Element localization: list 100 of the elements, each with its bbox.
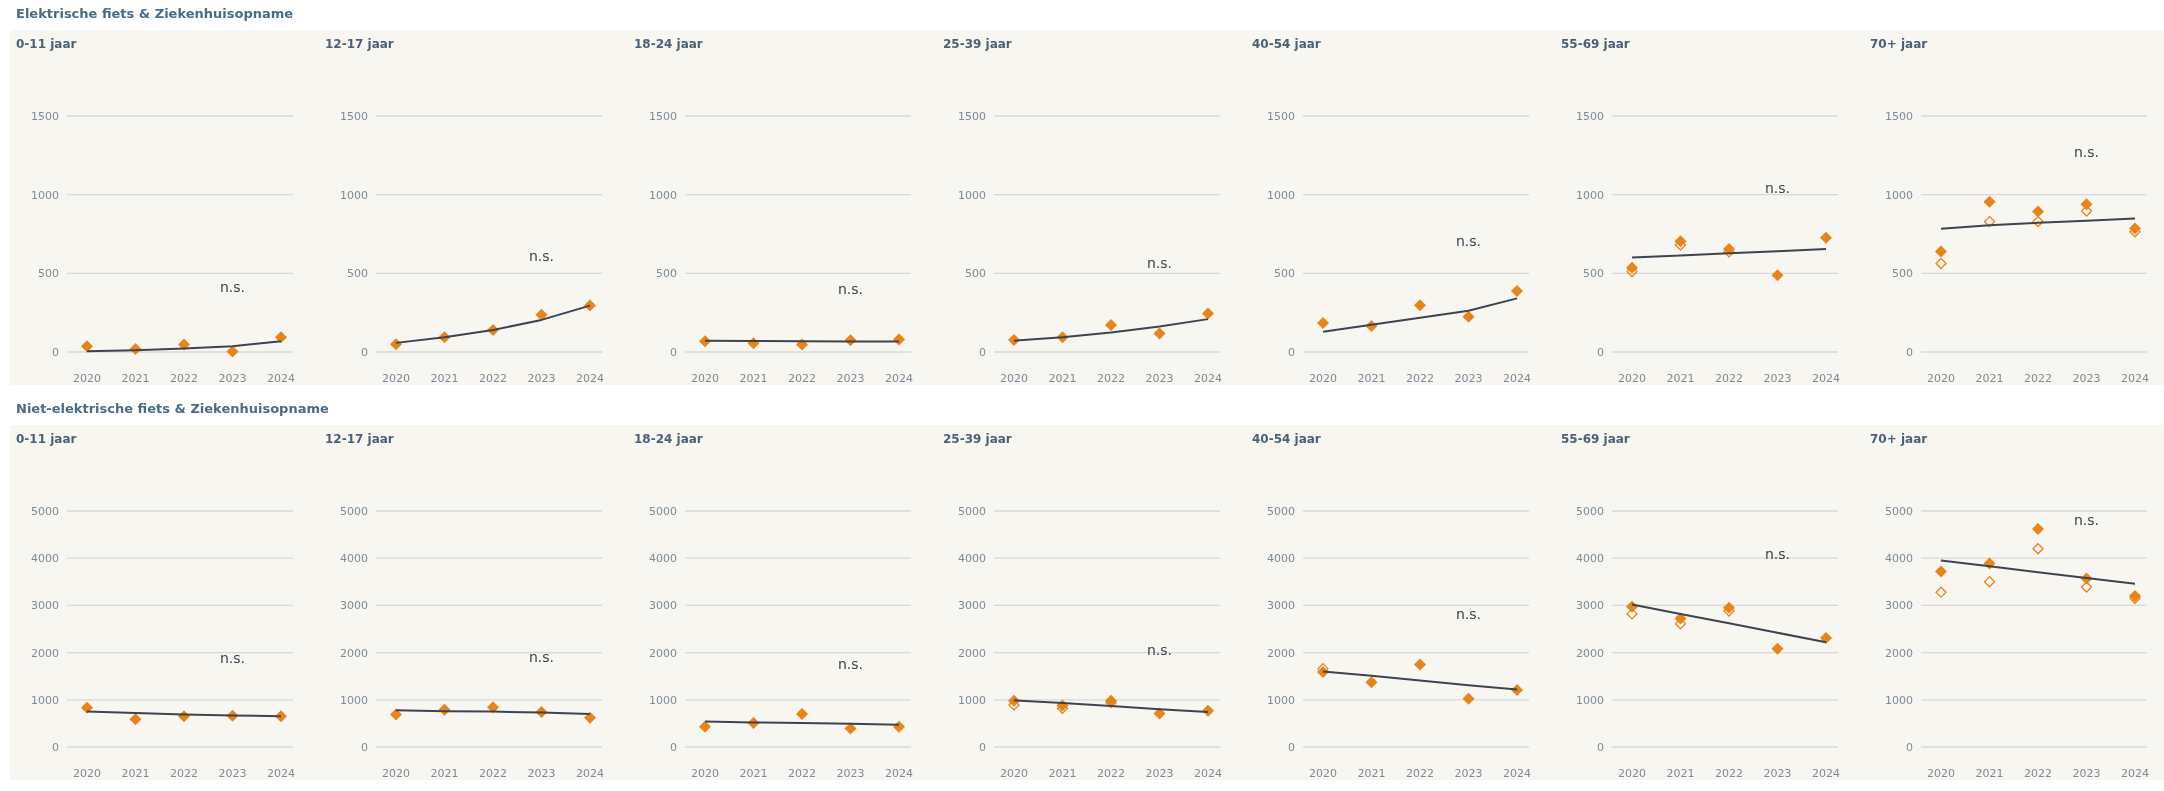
x-tick-label: 2021	[1357, 767, 1386, 780]
x-tick-label: 2022	[1406, 767, 1434, 780]
annotation: n.s.	[2073, 512, 2100, 528]
line-series	[1940, 559, 2136, 585]
x-tick-label: 2021	[739, 372, 768, 385]
chart-title: 25-39 jaar	[943, 432, 1012, 446]
y-tick-label: 1000	[1576, 188, 1604, 202]
y-tick-label: 2000	[1267, 646, 1295, 660]
y-tick-label: 5000	[649, 505, 677, 518]
x-tick-label: 2023	[1763, 767, 1792, 780]
chart-title: 70+ jaar	[1870, 37, 1928, 51]
x-tick-label: 2021	[1666, 767, 1695, 780]
y-tick-label: 1000	[649, 188, 677, 202]
chart-title: 55-69 jaar	[1561, 37, 1630, 51]
point	[584, 711, 596, 724]
x-tick-label: 2024	[576, 767, 604, 780]
annotation: n.s.	[528, 247, 555, 264]
x-tick-label: 2022	[479, 767, 507, 780]
chart-title: 12-17 jaar	[325, 432, 394, 446]
y-tick-label: 1500	[1885, 110, 1913, 123]
chart-title: 70+ jaar	[1870, 432, 1928, 446]
y-tick-label: 0	[979, 346, 986, 359]
point	[1935, 565, 1947, 578]
chart-title: 12-17 jaar	[325, 37, 394, 51]
point	[1365, 676, 1378, 689]
point	[2032, 205, 2044, 218]
y-tick-label: 500	[1892, 267, 1913, 281]
y-tick-label: 0	[1288, 741, 1295, 754]
y-tick-label: 2000	[1576, 646, 1604, 660]
x-tick-label: 2022	[2024, 767, 2052, 780]
y-tick-label: 2000	[31, 646, 59, 660]
annotation: n.s.	[1764, 546, 1791, 563]
annotation: n.s.	[1146, 642, 1173, 659]
y-tick-label: 0	[52, 741, 59, 754]
point	[1511, 285, 1523, 298]
x-tick-label: 2020	[382, 767, 410, 780]
y-tick-label: 0	[1288, 346, 1295, 359]
y-tick-label: 5000	[1576, 505, 1604, 518]
annotation: n.s.	[219, 279, 246, 296]
point	[1462, 310, 1475, 323]
y-tick-label: 1000	[1885, 188, 1913, 202]
x-tick-label: 2024	[1194, 767, 1222, 780]
y-tick-label: 1500	[649, 110, 677, 123]
line-series	[1940, 217, 2136, 230]
y-tick-label: 500	[1583, 267, 1604, 281]
x-tick-label: 2022	[170, 767, 198, 780]
annotation: n.s.	[1146, 255, 1173, 272]
point	[1462, 692, 1475, 705]
point	[1771, 269, 1784, 282]
chart-title: 18-24 jaar	[634, 37, 703, 51]
y-tick-label: 1000	[340, 188, 368, 202]
y-tick-label: 4000	[1576, 552, 1604, 566]
x-tick-label: 2023	[2072, 372, 2101, 385]
annotation: n.s.	[219, 649, 246, 666]
x-tick-label: 2023	[1145, 767, 1174, 780]
x-tick-label: 2024	[2121, 372, 2149, 385]
y-tick-label: 1000	[1576, 693, 1604, 707]
x-tick-label: 2020	[1309, 767, 1337, 780]
annotation: n.s.	[837, 655, 864, 672]
point	[1820, 231, 1832, 244]
x-tick-label: 2024	[576, 372, 604, 385]
x-tick-label: 2020	[691, 767, 719, 780]
x-tick-label: 2020	[382, 372, 410, 385]
x-tick-label: 2023	[836, 767, 865, 780]
x-tick-label: 2022	[1715, 767, 1743, 780]
x-tick-label: 2023	[1763, 372, 1792, 385]
chart-title: 25-39 jaar	[943, 37, 1012, 51]
y-tick-label: 5000	[958, 505, 986, 518]
y-tick-label: 3000	[958, 599, 986, 613]
y-tick-label: 4000	[649, 552, 677, 566]
y-tick-label: 5000	[31, 505, 59, 518]
x-tick-label: 2022	[1097, 767, 1125, 780]
y-tick-label: 0	[361, 741, 368, 754]
x-tick-label: 2021	[430, 767, 459, 780]
annotation: n.s.	[2073, 143, 2100, 160]
x-tick-label: 2020	[1927, 372, 1955, 385]
y-tick-label: 500	[38, 267, 59, 281]
y-tick-label: 3000	[340, 599, 368, 613]
x-tick-label: 2022	[1406, 372, 1434, 385]
x-tick-label: 2020	[73, 767, 101, 780]
point	[1771, 642, 1784, 655]
y-tick-label: 1000	[958, 693, 986, 707]
x-tick-label: 2021	[1975, 372, 2004, 385]
y-tick-label: 1500	[340, 110, 368, 123]
x-tick-label: 2023	[527, 767, 556, 780]
x-tick-label: 2020	[73, 372, 101, 385]
x-tick-label: 2023	[836, 372, 865, 385]
x-tick-label: 2024	[2121, 767, 2149, 780]
x-tick-label: 2023	[1145, 372, 1174, 385]
x-tick-label: 2020	[1000, 767, 1028, 780]
y-tick-label: 500	[965, 267, 986, 281]
x-tick-label: 2021	[430, 372, 459, 385]
point	[1317, 317, 1329, 330]
y-tick-label: 1500	[31, 110, 59, 123]
x-tick-label: 2024	[885, 372, 913, 385]
chart-title: 55-69 jaar	[1561, 432, 1630, 446]
x-tick-label: 2020	[1000, 372, 1028, 385]
y-tick-label: 4000	[958, 552, 986, 566]
x-tick-label: 2024	[267, 767, 295, 780]
x-tick-label: 2024	[267, 372, 295, 385]
